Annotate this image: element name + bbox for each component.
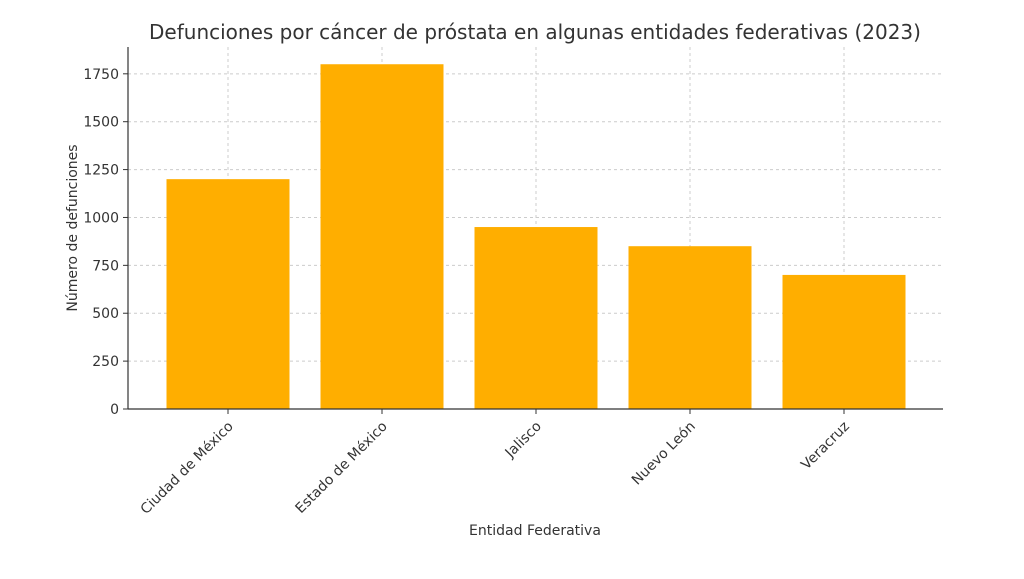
bar <box>474 227 598 409</box>
x-tick-label: Nuevo León <box>629 419 699 489</box>
y-tick-label: 1500 <box>83 115 119 131</box>
y-tick-label: 0 <box>110 402 119 418</box>
chart-title: Defunciones por cáncer de próstata en al… <box>149 20 921 44</box>
y-tick-label: 250 <box>92 354 119 370</box>
x-tick-label: Ciudad de México <box>138 419 237 518</box>
x-tick-label: Veracruz <box>798 419 853 474</box>
y-tick-label: 500 <box>92 306 119 322</box>
bar <box>628 246 752 409</box>
x-tick-label: Estado de México <box>293 419 391 517</box>
bar <box>320 64 444 409</box>
x-tick-label: Jalisco <box>502 419 545 462</box>
y-axis-label: Número de defunciones <box>65 144 81 311</box>
y-tick-label: 1000 <box>83 210 119 226</box>
y-tick-label: 750 <box>92 258 119 274</box>
bars <box>166 64 906 409</box>
bar <box>166 179 290 409</box>
bar <box>782 274 906 409</box>
y-tick-label: 1750 <box>83 67 119 83</box>
y-tick-label: 1250 <box>83 163 119 179</box>
x-ticks: Ciudad de México Estado de México Jalisco N… <box>138 409 853 518</box>
x-axis-label: Entidad Federativa <box>469 523 601 539</box>
y-ticks: 0 250 500 750 1000 1250 1500 1750 <box>83 67 128 418</box>
